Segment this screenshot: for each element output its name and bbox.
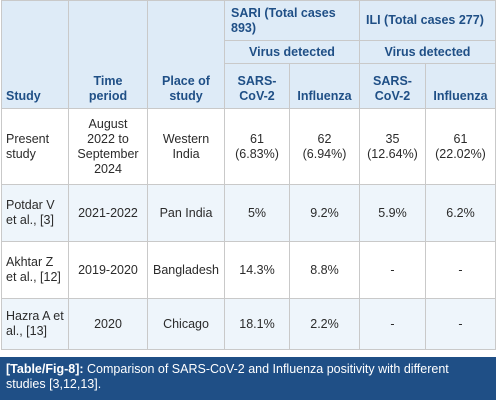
table-row: Present study August 2022 to September 2… bbox=[1, 108, 496, 185]
cell-ili-flu: 6.2% bbox=[425, 184, 496, 242]
cell-sari-flu: 9.2% bbox=[289, 184, 360, 242]
table-row: Akhtar Z et al., [12] 2019-2020 Banglade… bbox=[1, 241, 496, 299]
cell-sari-sars: 5% bbox=[224, 184, 290, 242]
cell-study: Akhtar Z et al., [12] bbox=[1, 241, 69, 299]
header-ili-group: ILI (Total cases 277) bbox=[359, 0, 496, 41]
cell-time: 2020 bbox=[68, 298, 148, 350]
cell-place: Chicago bbox=[147, 298, 225, 350]
cell-ili-sars: - bbox=[359, 298, 426, 350]
cell-sari-sars: 61 (6.83%) bbox=[224, 108, 290, 185]
cell-ili-sars: 5.9% bbox=[359, 184, 426, 242]
cell-ili-sars: - bbox=[359, 241, 426, 299]
cell-place: Western India bbox=[147, 108, 225, 185]
cell-sari-sars: 18.1% bbox=[224, 298, 290, 350]
cell-time: 2019-2020 bbox=[68, 241, 148, 299]
header-sari-group: SARI (Total cases 893) bbox=[224, 0, 360, 41]
cell-study: Hazra A et al., [13] bbox=[1, 298, 69, 350]
header-sari-flu: Influenza bbox=[289, 63, 360, 109]
cell-ili-flu: - bbox=[425, 298, 496, 350]
cell-study: Present study bbox=[1, 108, 69, 185]
cell-time: 2021-2022 bbox=[68, 184, 148, 242]
header-study: Study bbox=[1, 0, 69, 109]
table-caption: [Table/Fig-8]: Comparison of SARS-CoV-2 … bbox=[0, 357, 496, 400]
cell-study: Potdar V et al., [3] bbox=[1, 184, 69, 242]
cell-sari-flu: 62 (6.94%) bbox=[289, 108, 360, 185]
cell-place: Bangladesh bbox=[147, 241, 225, 299]
header-place: Place of study bbox=[147, 0, 225, 109]
comparison-table: Study Time period Place of study SARI (T… bbox=[1, 0, 496, 350]
cell-sari-flu: 8.8% bbox=[289, 241, 360, 299]
header-ili-virus: Virus detected bbox=[359, 40, 496, 64]
cell-sari-flu: 2.2% bbox=[289, 298, 360, 350]
caption-text: Comparison of SARS-CoV-2 and Influenza p… bbox=[6, 362, 449, 391]
caption-label: [Table/Fig-8]: bbox=[6, 362, 84, 376]
table-row: Hazra A et al., [13] 2020 Chicago 18.1% … bbox=[1, 298, 496, 350]
header-sari-sars: SARS-CoV-2 bbox=[224, 63, 290, 109]
header-sari-virus: Virus detected bbox=[224, 40, 360, 64]
header-ili-sars: SARS-CoV-2 bbox=[359, 63, 426, 109]
header-time-period: Time period bbox=[68, 0, 148, 109]
cell-ili-flu: - bbox=[425, 241, 496, 299]
table-row: Potdar V et al., [3] 2021-2022 Pan India… bbox=[1, 184, 496, 242]
cell-ili-flu: 61 (22.02%) bbox=[425, 108, 496, 185]
cell-sari-sars: 14.3% bbox=[224, 241, 290, 299]
cell-ili-sars: 35 (12.64%) bbox=[359, 108, 426, 185]
cell-place: Pan India bbox=[147, 184, 225, 242]
cell-time: August 2022 to September 2024 bbox=[68, 108, 148, 185]
header-ili-flu: Influenza bbox=[425, 63, 496, 109]
